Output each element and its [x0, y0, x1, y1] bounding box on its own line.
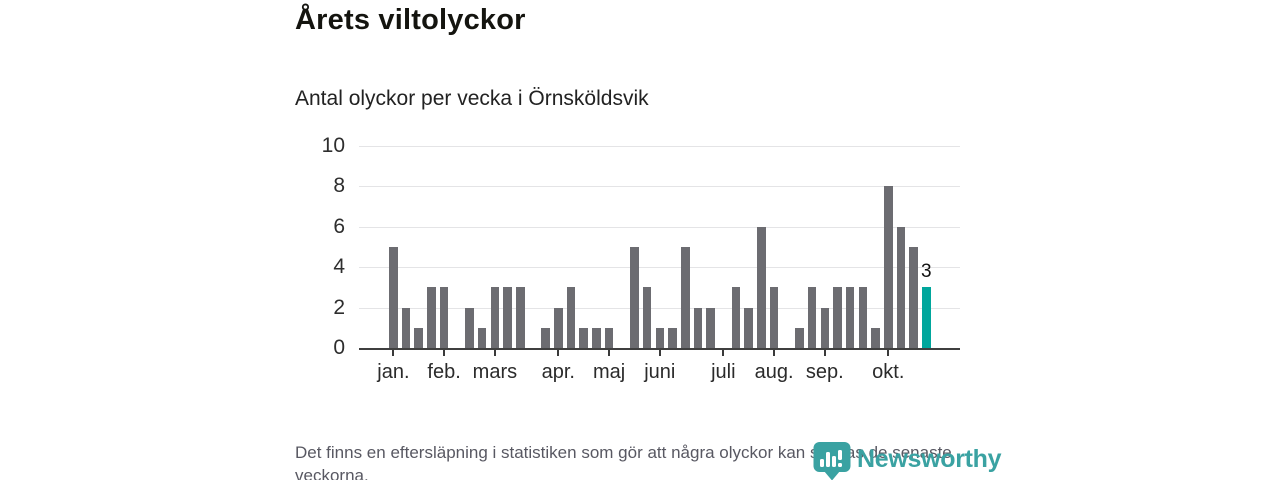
x-tick-aug — [773, 350, 776, 356]
bar-week-8 — [477, 327, 487, 348]
bar-week-26 — [706, 307, 715, 348]
x-tick-label-maj: maj — [592, 361, 626, 383]
gridline-y-8 — [359, 186, 960, 188]
bar-week-18 — [604, 327, 614, 348]
bar-week-14 — [554, 307, 563, 348]
x-tick-maj — [608, 350, 611, 356]
bar-week-11 — [515, 287, 525, 348]
x-tick-okt — [887, 350, 890, 356]
x-tick-label-sep: sep. — [805, 361, 844, 383]
bar-week-4 — [427, 287, 436, 348]
x-tick-jan — [392, 350, 395, 356]
bar-week-24 — [680, 247, 690, 348]
bar-week-3 — [414, 327, 424, 348]
bar-week-43 — [922, 287, 931, 348]
y-tick-label-2: 2 — [333, 295, 345, 319]
highlight-value-label: 3 — [921, 261, 932, 283]
x-tick-feb — [443, 350, 446, 356]
bar-week-17 — [592, 327, 601, 348]
bar-week-40 — [883, 186, 893, 348]
bar-week-10 — [503, 287, 512, 348]
bar-week-20 — [630, 247, 639, 348]
bar-week-25 — [693, 307, 703, 348]
bar-week-28 — [731, 287, 741, 348]
gridline-y-4 — [359, 267, 960, 269]
bar-week-13 — [541, 327, 550, 348]
bar-week-38 — [858, 287, 868, 348]
x-tick-juni — [658, 350, 661, 356]
newsworthy-logo: Newsworthy — [813, 441, 1002, 480]
x-tick-label-aug: aug. — [754, 361, 794, 383]
bar-week-31 — [769, 287, 779, 348]
bar-week-2 — [401, 307, 411, 348]
bar-week-41 — [896, 226, 906, 348]
bar-week-9 — [490, 287, 500, 348]
gridline-y-2 — [359, 307, 960, 309]
y-tick-label-10: 10 — [321, 134, 345, 157]
bar-week-39 — [871, 327, 880, 348]
bar-week-23 — [668, 327, 677, 348]
x-tick-label-mars: mars — [472, 361, 518, 383]
bar-week-21 — [642, 287, 652, 348]
x-tick-sep — [823, 350, 826, 356]
x-tick-apr — [557, 350, 560, 356]
bar-week-1 — [389, 247, 398, 348]
x-tick-label-juli: juli — [711, 361, 736, 383]
bar-week-34 — [807, 287, 817, 348]
x-axis-line — [359, 348, 960, 350]
bar-week-33 — [795, 327, 804, 348]
x-tick-label-juni: juni — [644, 361, 676, 383]
bar-week-5 — [439, 287, 449, 348]
y-tick-label-6: 6 — [333, 214, 345, 238]
bar-week-29 — [744, 307, 753, 348]
x-tick-label-jan: jan. — [377, 361, 410, 383]
x-tick-label-okt: okt. — [872, 361, 905, 383]
x-tick-label-apr: apr. — [541, 361, 575, 383]
bar-week-37 — [845, 287, 855, 348]
bar-week-22 — [655, 327, 665, 348]
bar-week-42 — [909, 247, 918, 348]
x-tick-juli — [722, 350, 725, 356]
gridline-y-6 — [359, 226, 960, 228]
newsworthy-wordmark: Newsworthy — [857, 444, 1002, 473]
y-tick-label-8: 8 — [333, 174, 345, 198]
y-tick-label-4: 4 — [333, 255, 345, 279]
page-title: Årets viltolyckor — [295, 4, 526, 36]
bar-week-35 — [820, 307, 830, 348]
chart-subtitle: Antal olyckor per vecka i Örnsköldsvik — [295, 87, 649, 110]
y-tick-label-0: 0 — [333, 336, 345, 359]
bar-week-15 — [566, 287, 576, 348]
bar-week-7 — [465, 307, 474, 348]
data-lag-footnote: Det finns en eftersläpning i statistiken… — [295, 443, 952, 480]
x-tick-mars — [493, 350, 496, 356]
bar-week-36 — [833, 287, 842, 348]
gridline-y-10 — [359, 146, 960, 147]
newsworthy-pin-icon — [813, 442, 851, 480]
bar-week-30 — [757, 226, 766, 348]
bar-week-16 — [579, 327, 589, 348]
x-tick-label-feb: feb. — [427, 361, 461, 383]
